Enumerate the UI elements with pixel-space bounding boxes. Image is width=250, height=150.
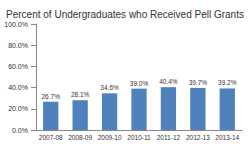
- svg-text:39.0%: 39.0%: [130, 80, 149, 87]
- svg-text:26.7%: 26.7%: [41, 93, 60, 100]
- svg-text:2013-14: 2013-14: [215, 134, 239, 141]
- svg-text:0.0%: 0.0%: [12, 127, 28, 134]
- svg-text:60.0%: 60.0%: [8, 63, 28, 70]
- svg-text:39.2%: 39.2%: [218, 79, 237, 86]
- svg-text:40.0%: 40.0%: [8, 84, 28, 91]
- svg-text:2008-09: 2008-09: [68, 134, 92, 141]
- svg-text:20.0%: 20.0%: [8, 105, 28, 112]
- svg-text:2010-11: 2010-11: [127, 134, 151, 141]
- svg-text:39.7%: 39.7%: [189, 79, 208, 86]
- svg-text:2012-13: 2012-13: [186, 134, 210, 141]
- svg-text:2007-08: 2007-08: [39, 134, 63, 141]
- svg-text:28.1%: 28.1%: [71, 91, 90, 98]
- svg-text:34.6%: 34.6%: [100, 84, 119, 91]
- svg-text:2009-10: 2009-10: [98, 134, 122, 141]
- svg-text:2011-12: 2011-12: [157, 134, 181, 141]
- svg-text:80.0%: 80.0%: [8, 42, 28, 49]
- svg-text:40.4%: 40.4%: [159, 78, 178, 85]
- svg-text:100.0%: 100.0%: [4, 21, 28, 28]
- svg-text:Percent of Undergraduates who: Percent of Undergraduates who Received P…: [6, 9, 244, 20]
